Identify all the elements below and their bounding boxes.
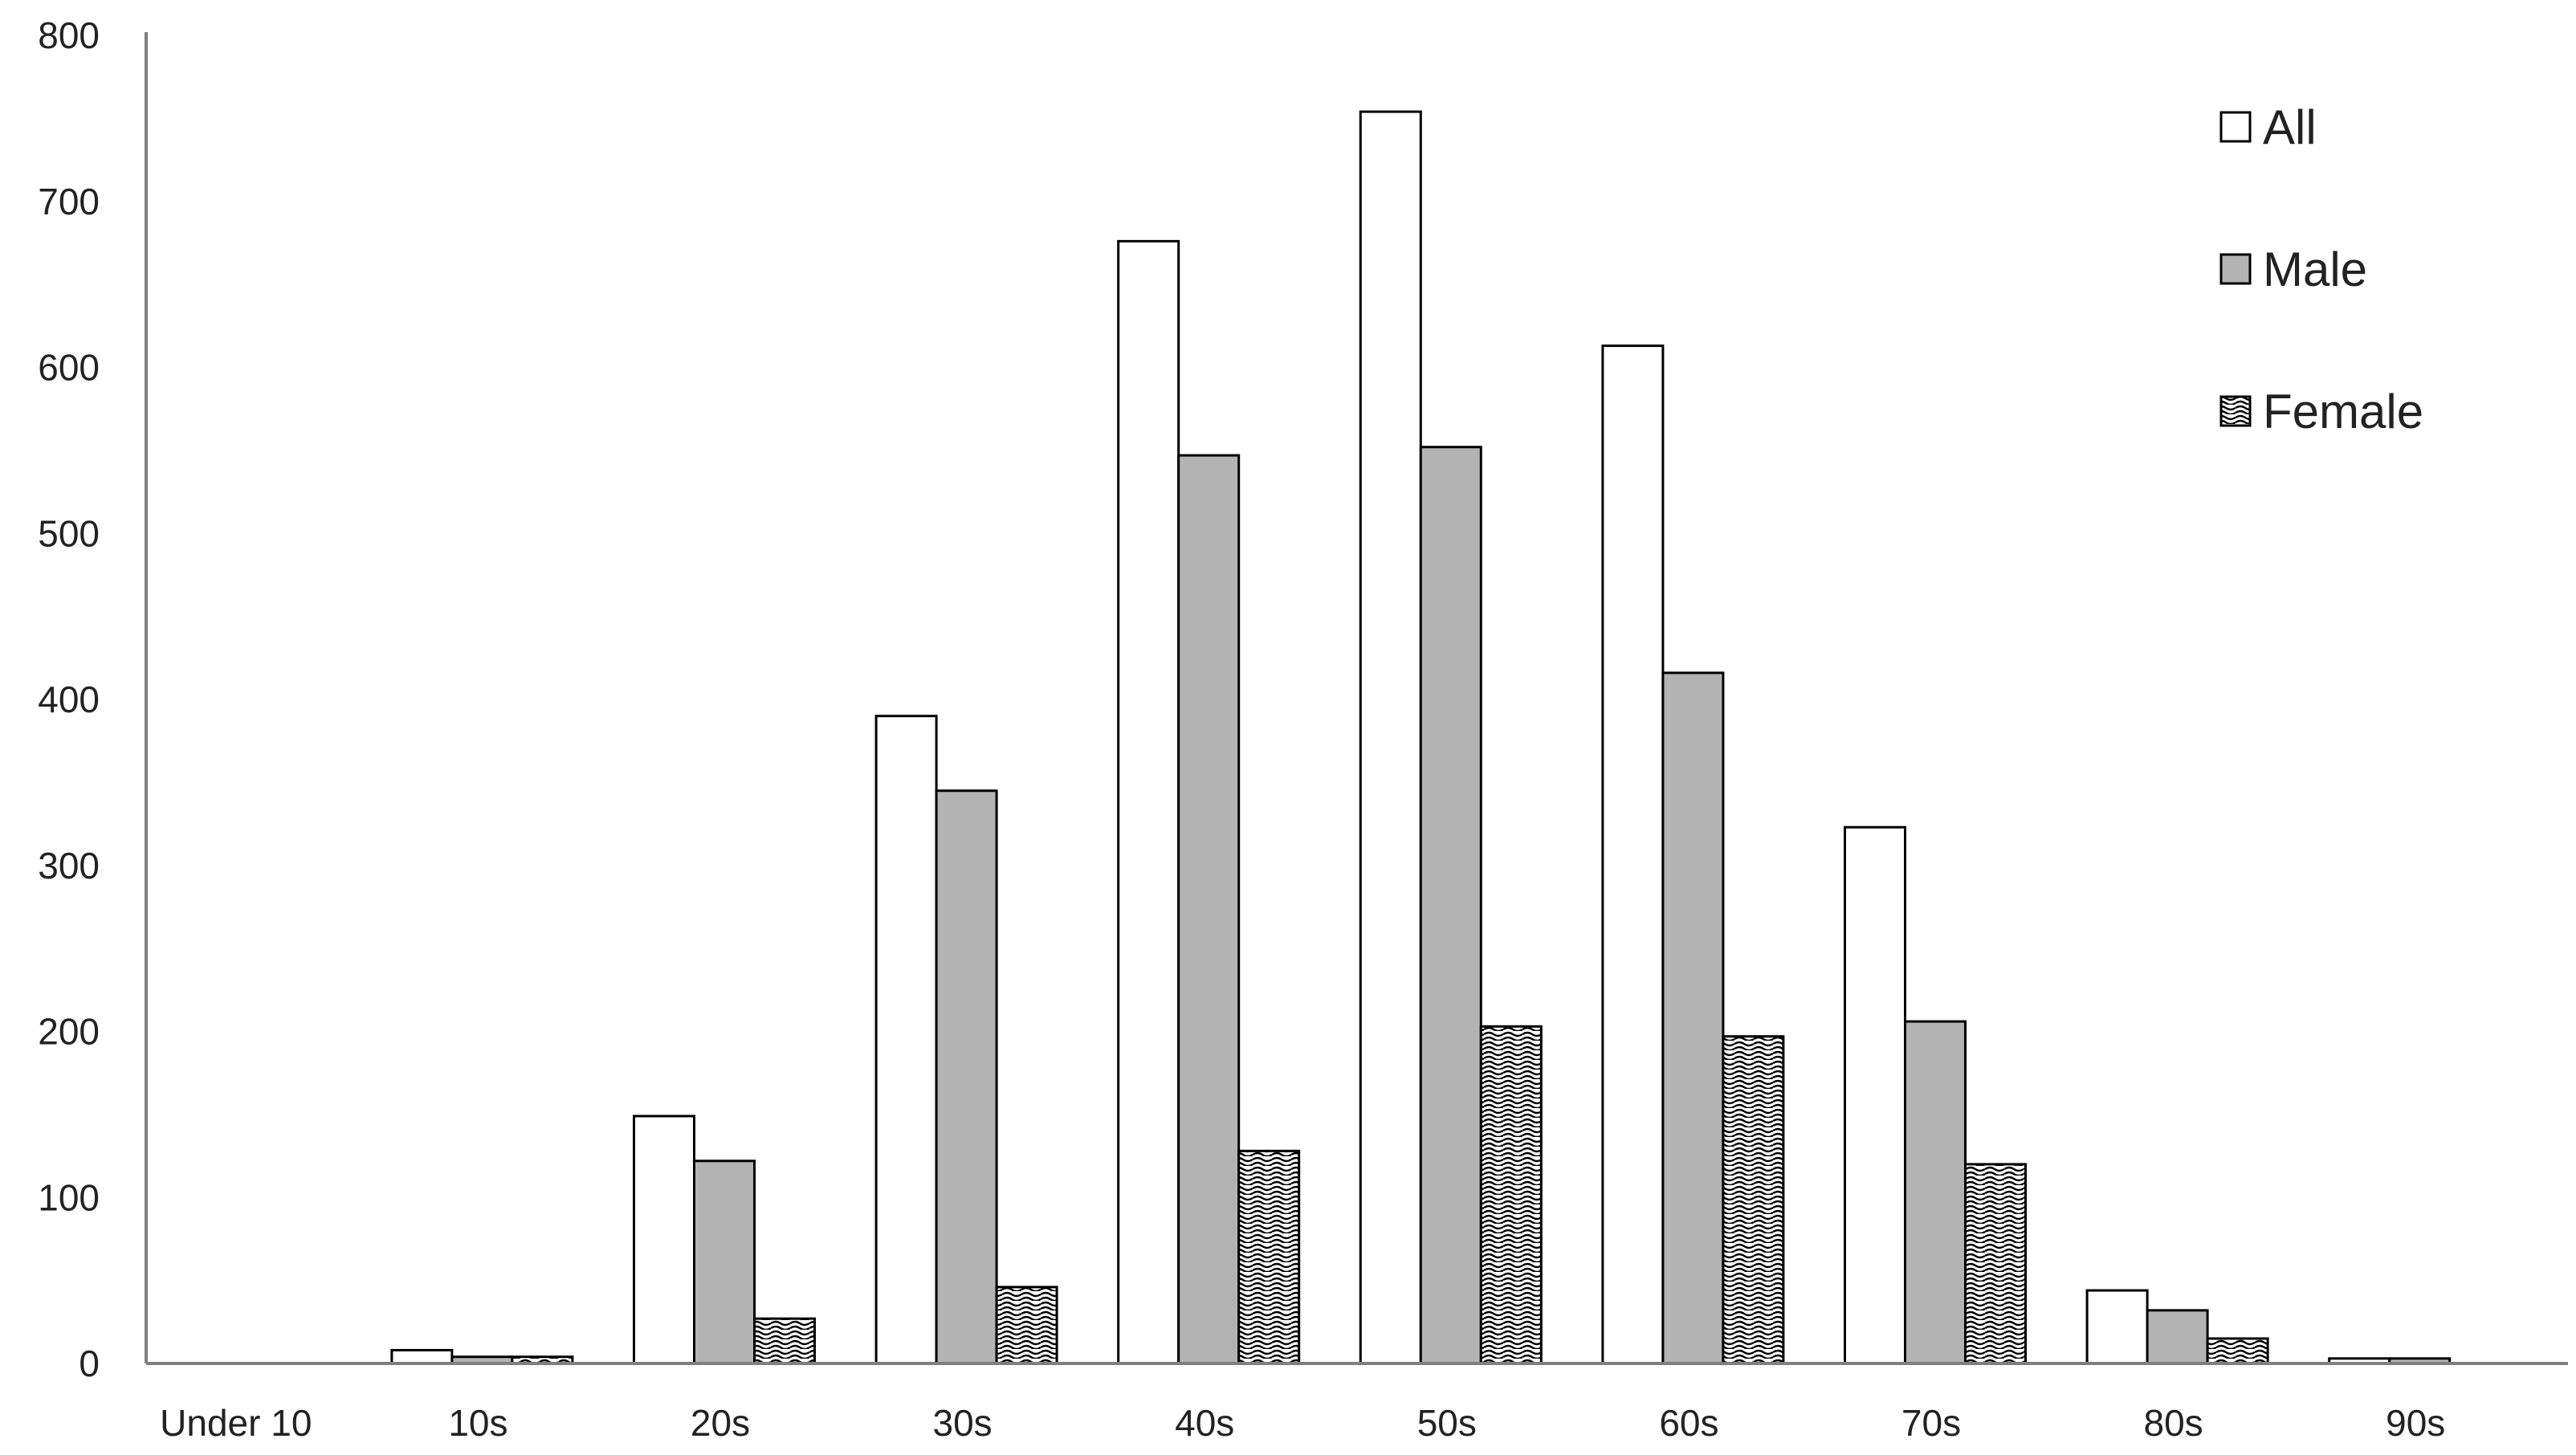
bar-all-50s	[1359, 110, 1422, 1365]
x-tick-label: 20s	[691, 1402, 750, 1444]
x-tick-label: 90s	[2386, 1402, 2445, 1444]
y-tick-label: 500	[38, 512, 100, 554]
bar-male-40s	[1177, 454, 1241, 1365]
bar-male-50s	[1419, 446, 1482, 1365]
legend-label-female: Female	[2263, 385, 2423, 438]
x-tick-label: 70s	[1901, 1402, 1961, 1444]
bar-female-30s	[995, 1286, 1058, 1365]
y-tick-label: 100	[38, 1176, 100, 1218]
bar-all-30s	[874, 715, 938, 1365]
x-tick-label: 60s	[1659, 1402, 1718, 1444]
legend-label-all: All	[2263, 100, 2317, 154]
x-tick-label: 50s	[1417, 1402, 1477, 1444]
bar-female-70s	[1964, 1163, 2027, 1365]
bar-female-50s	[1479, 1025, 1543, 1365]
bars	[390, 110, 2452, 1365]
bar-male-80s	[2146, 1309, 2209, 1365]
legend-label-male: Male	[2263, 243, 2367, 296]
x-tick-label: 30s	[933, 1402, 992, 1444]
bar-male-70s	[1904, 1020, 1967, 1365]
x-tick-label: 10s	[448, 1402, 507, 1444]
y-tick-label: 400	[38, 679, 100, 720]
bar-female-20s	[753, 1317, 816, 1365]
bar-all-80s	[2085, 1289, 2149, 1365]
x-tick-label: 80s	[2144, 1402, 2203, 1444]
y-tick-label: 800	[38, 14, 100, 56]
y-tick-label: 200	[38, 1011, 100, 1053]
bar-male-20s	[693, 1160, 756, 1365]
legend-swatch-all	[2219, 111, 2252, 143]
bar-female-80s	[2206, 1337, 2269, 1365]
y-tick-label: 600	[38, 347, 100, 389]
bar-female-60s	[1722, 1035, 1785, 1365]
bar-all-70s	[1844, 825, 1906, 1365]
axes	[145, 32, 2568, 1365]
x-axis-ticks: Under 10 10s 20s 30s 40s 50s 60s 70s 80s 90s	[160, 1402, 2445, 1444]
x-tick-label: 40s	[1175, 1402, 1234, 1444]
bar-male-60s	[1661, 671, 1725, 1365]
bar-male-30s	[935, 789, 998, 1365]
legend-swatch-female	[2219, 395, 2252, 427]
bar-all-20s	[633, 1115, 695, 1365]
y-tick-label: 300	[38, 845, 100, 886]
legend-swatch-male	[2219, 253, 2252, 285]
bar-female-40s	[1237, 1149, 1301, 1365]
y-tick-label: 700	[38, 181, 100, 222]
y-axis-ticks: 0 100 200 300 400 500 600 700 800	[38, 14, 100, 1384]
x-tick-label: Under 10	[160, 1402, 312, 1444]
y-tick-label: 0	[79, 1343, 100, 1384]
bar-all-10s	[390, 1348, 454, 1365]
bar-all-40s	[1117, 239, 1180, 1365]
legend: All Male Female	[2219, 100, 2423, 438]
bar-all-60s	[1601, 344, 1665, 1365]
